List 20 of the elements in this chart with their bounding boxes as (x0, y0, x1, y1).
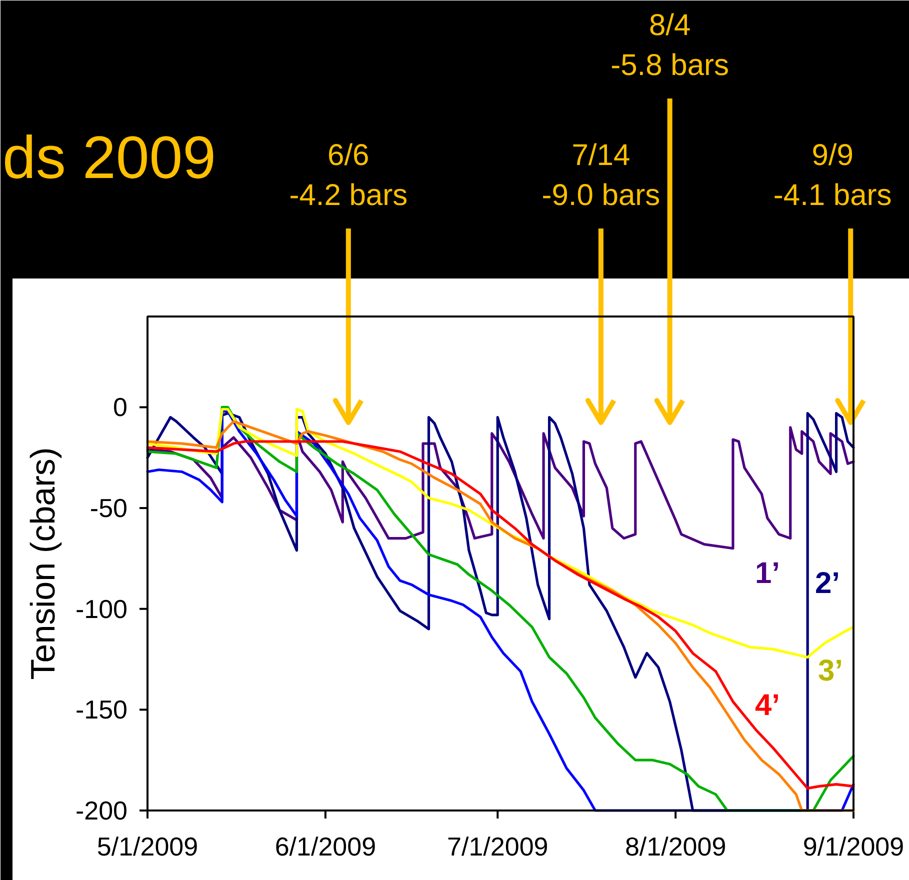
ref-line-label: 7/14 -9.0 bars (542, 139, 660, 212)
series-label: 1’ (754, 557, 780, 590)
x-tick-label: 6/1/2009 (274, 832, 376, 862)
x-tick-label: 8/1/2009 (624, 832, 726, 862)
ref-line-label: 8/4 -5.8 bars (610, 9, 730, 82)
series-label: 2’ (814, 567, 840, 600)
y-tick-label: -200 (75, 796, 128, 826)
y-tick-label: -150 (75, 694, 128, 725)
x-tick-label: 9/1/2009 (802, 832, 904, 862)
y-tick-label: -50 (90, 493, 128, 524)
x-tick-label: 5/1/2009 (96, 832, 198, 862)
chart-title: ds 2009 (2, 124, 216, 191)
ref-line-label: 6/6 -4.2 bars (289, 139, 408, 212)
ref-line-label: 9/9 -4.1 bars (773, 139, 892, 212)
series-label: 4’ (754, 688, 780, 722)
y-tick-label: 0 (113, 392, 128, 422)
series-label: 3’ (818, 654, 844, 688)
y-tick-label: -100 (75, 594, 128, 624)
y-axis-title: Tension (cbars) (24, 447, 62, 680)
x-tick-label: 7/1/2009 (447, 832, 548, 862)
